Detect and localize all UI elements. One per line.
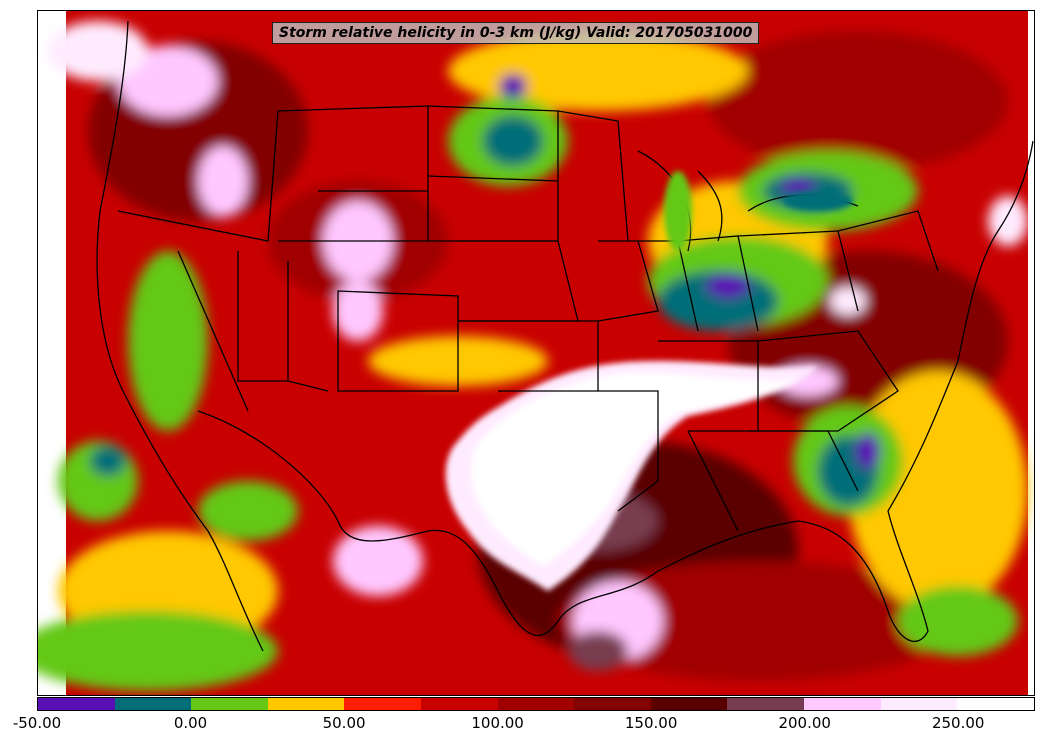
boundary-nw (117, 110, 279, 242)
boundary-nv-ut (237, 251, 288, 382)
colorbar-tick-label: 50.00 (322, 714, 366, 732)
map-title: Storm relative helicity in 0-3 km (J/kg)… (272, 22, 760, 44)
boundary-nd-sd (427, 175, 559, 182)
colorbar-tick-label: 0.00 (173, 714, 208, 732)
colorbar-tick-label: 150.00 (624, 714, 678, 732)
boundary-ga (748, 430, 859, 492)
colorbar-segment (880, 698, 958, 710)
colorbar-tick-label: 200.00 (778, 714, 831, 732)
colorbar-segment (38, 698, 115, 710)
colorbar-segment (727, 698, 805, 710)
colorbar-segment (191, 698, 268, 710)
boundary-mt-wy (277, 105, 429, 242)
colorbar-segment (344, 698, 422, 710)
helicity-map (37, 10, 1035, 696)
colorbar-segment (267, 698, 345, 710)
boundary-mo (597, 240, 659, 322)
colorbar-segment (650, 698, 728, 710)
boundary-ar-la (598, 390, 659, 512)
helicity-maximum (445, 361, 818, 591)
colorbar-tick-label: -50.00 (12, 714, 62, 732)
boundary-ny (837, 210, 939, 272)
boundaries (96, 20, 1034, 652)
colorbar-tick-label: 100.00 (471, 714, 524, 732)
map-canvas (38, 11, 1034, 695)
colorbar-segment (421, 698, 498, 710)
west-coastline (96, 20, 264, 652)
colorbar-segment (497, 698, 575, 710)
colorbar-segment (957, 698, 1034, 710)
colorbar-segment (114, 698, 192, 710)
boundary-mn-ia (557, 110, 629, 242)
colorbar-segment (804, 698, 881, 710)
boundary-ms-al (687, 430, 739, 532)
colorbar-tick-label: 250.00 (931, 714, 985, 732)
colorbar (37, 697, 1035, 711)
boundary-ca-nv (177, 250, 249, 412)
colorbar-segment (574, 698, 651, 710)
lake-tint (664, 171, 853, 251)
boundary-ut-az (287, 261, 329, 392)
boundary-tn (658, 340, 759, 432)
boundary-co-nm (337, 290, 459, 392)
boundary-ok (458, 320, 599, 392)
south-east-coastline (197, 140, 1034, 643)
